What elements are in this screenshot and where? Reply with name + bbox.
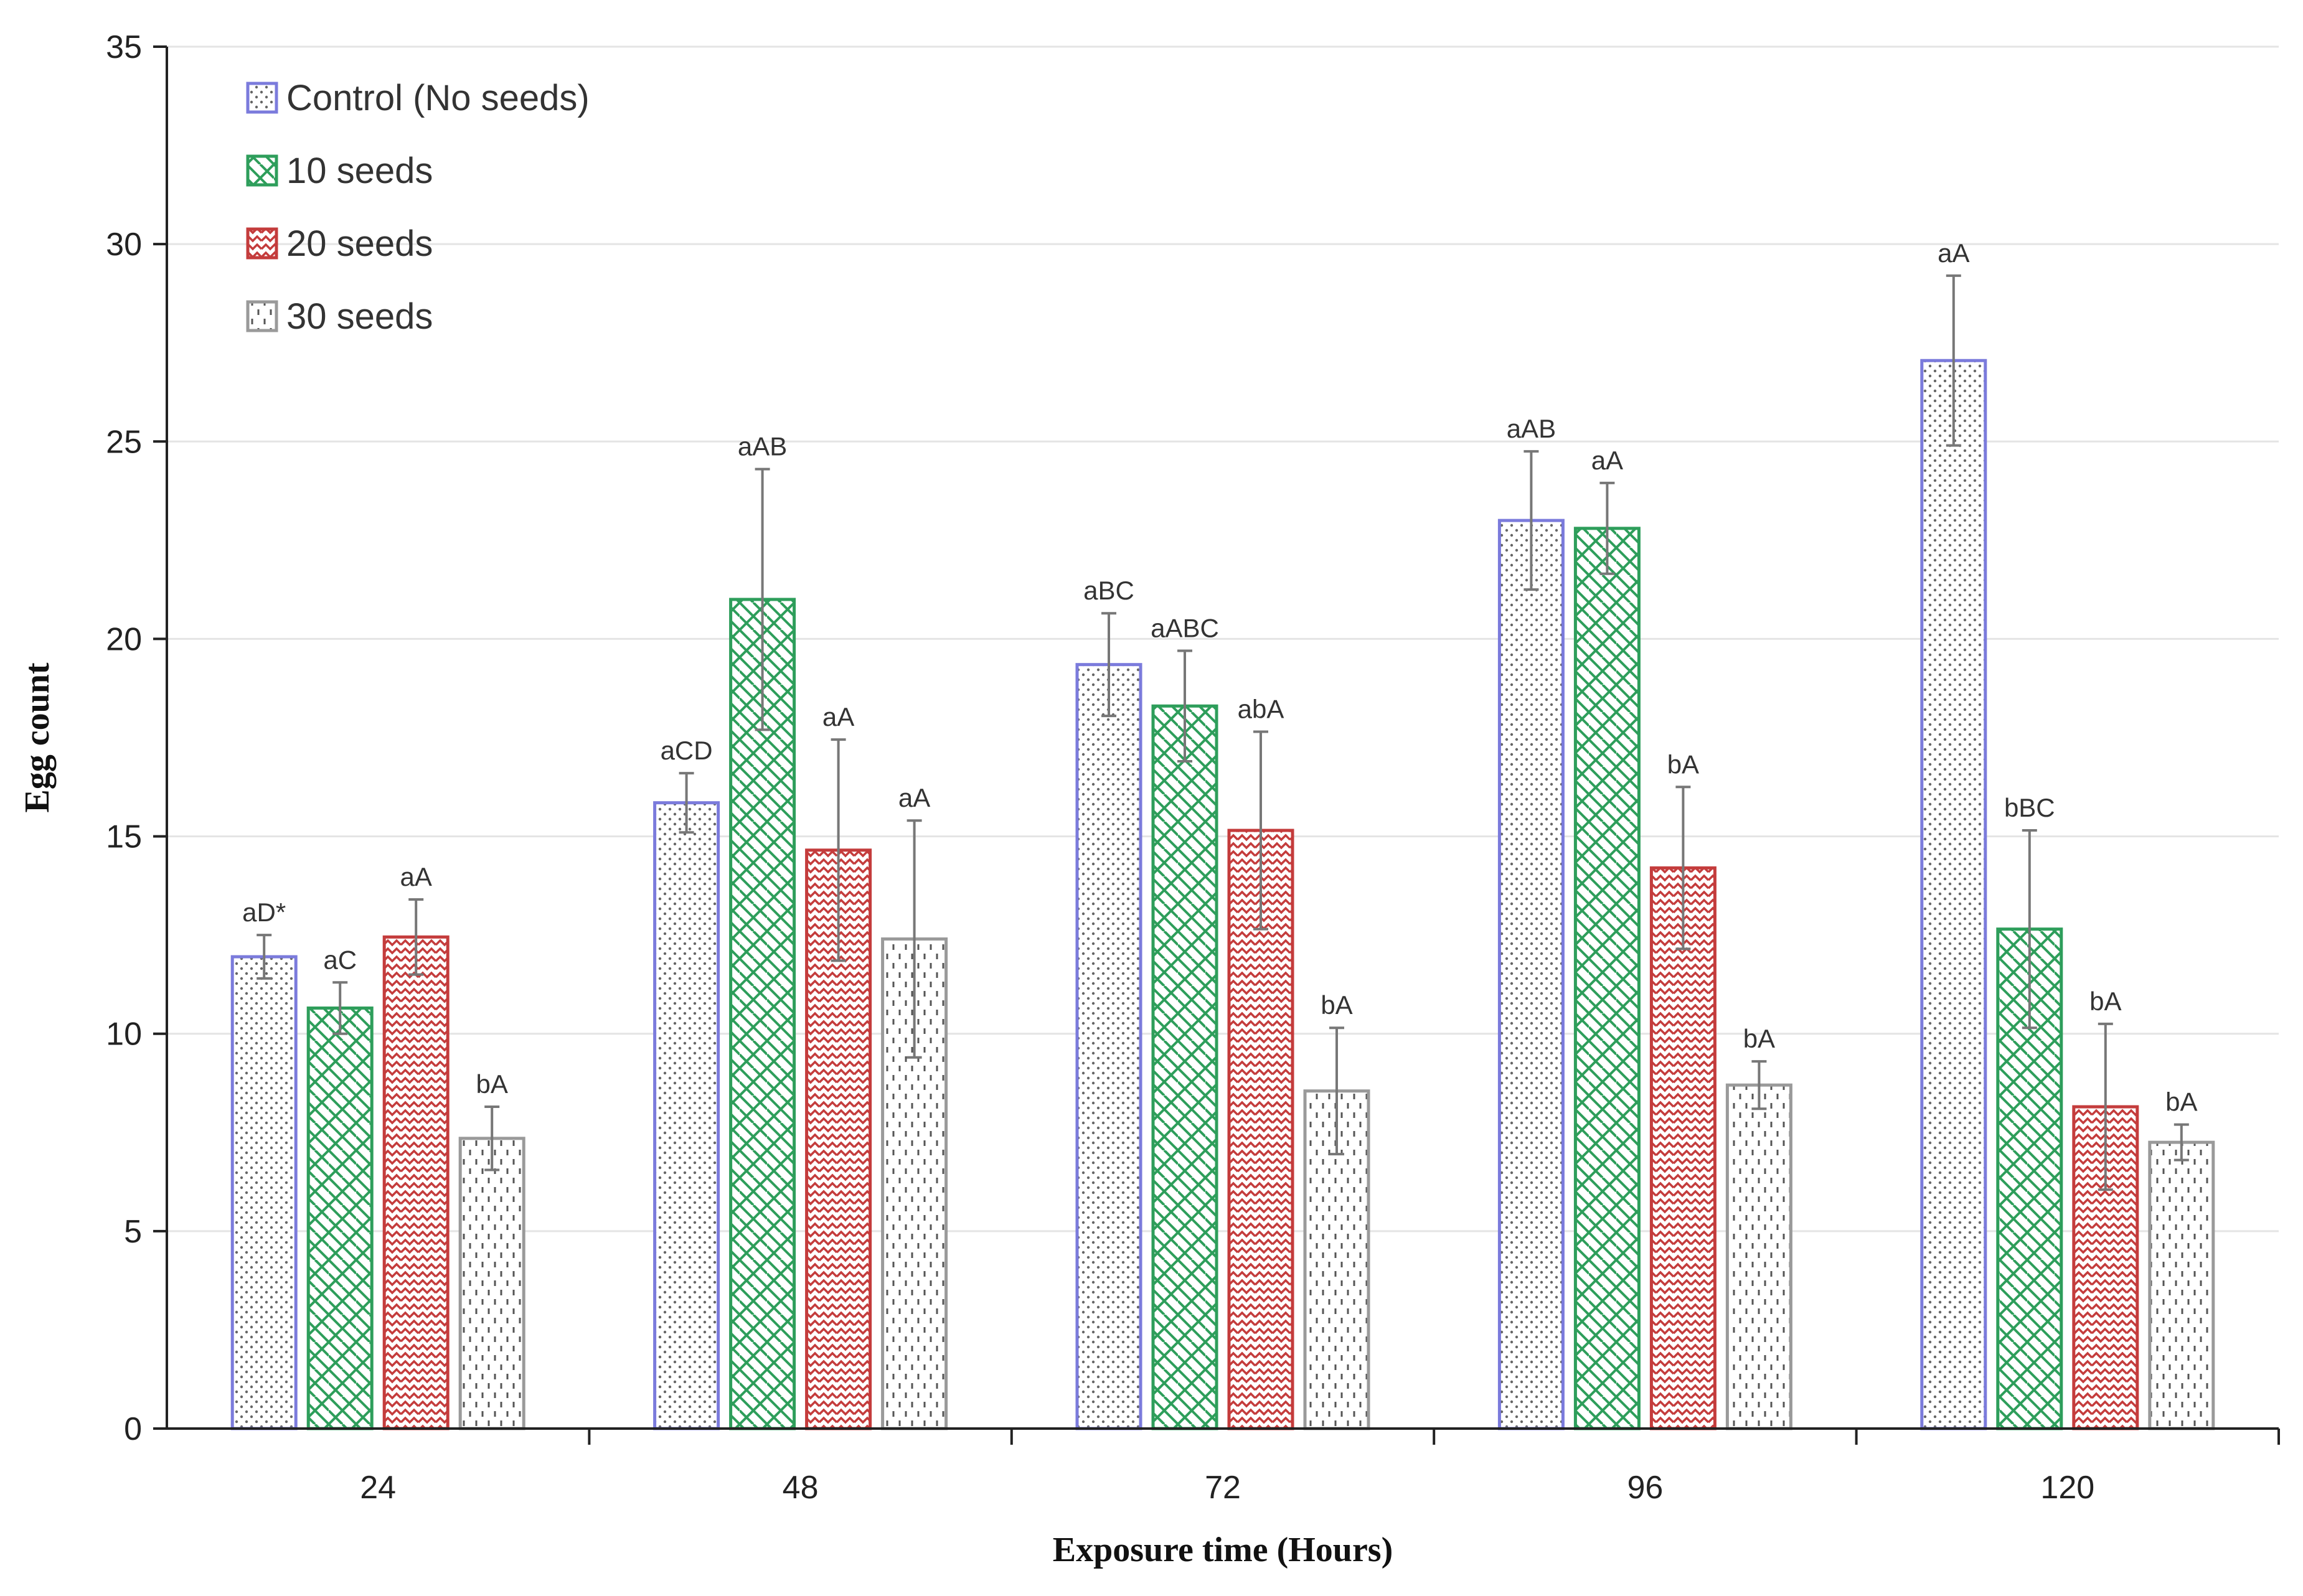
bar [2148,1140,2215,1430]
y-tick-label: 20 [106,621,142,657]
bar [306,1006,374,1430]
legend-label: 20 seeds [286,223,433,264]
significance-label: aBC [1083,576,1134,605]
legend: Control (No seeds) 10 seeds 20 seeds 30 see… [246,78,590,337]
significance-label: aAB [1507,414,1556,443]
y-tick-label: 35 [106,29,142,65]
x-tick-label: 96 [1627,1470,1663,1506]
significance-label: bA [476,1069,508,1099]
bar [1497,519,1565,1430]
bar [1725,1083,1792,1430]
y-tick-label: 15 [106,819,142,855]
significance-label: aA [898,783,930,812]
x-axis-title: Exposure time (Hours) [1053,1531,1393,1569]
significance-label: aA [400,862,432,891]
legend-label: 30 seeds [286,296,433,337]
significance-label: bA [1743,1024,1775,1053]
significance-label: aABC [1151,613,1219,642]
bar [458,1137,525,1430]
bar [1151,704,1218,1430]
legend-swatch [246,300,278,332]
legend-label: 10 seeds [286,151,433,191]
bar [1649,866,1717,1430]
y-tick-label: 5 [124,1214,142,1250]
axes [166,47,2279,1430]
y-axis-title: Egg count [18,662,57,812]
significance-label: aC [323,945,357,974]
significance-label: aAB [738,432,787,461]
y-tick-label: 25 [106,424,142,460]
legend-swatch [246,82,278,114]
legend-label: Control (No seeds) [286,78,590,118]
bars: aD* aC aA bA aCD aAB aA aA aBC aABC abA bA aAB aA bA bA… [230,238,2215,1430]
legend-swatch [246,154,278,187]
bar [1573,527,1641,1430]
significance-label: bBC [2004,793,2055,822]
y-tick-label: 10 [106,1016,142,1053]
bar [230,955,298,1430]
gridlines [167,45,2279,1232]
x-tick-label: 72 [1205,1470,1241,1506]
x-tick-label: 48 [783,1470,819,1506]
x-tick-label: 120 [2040,1470,2094,1506]
significance-label: bA [1321,990,1352,1020]
significance-label: abA [1238,694,1284,723]
significance-label: aA [1591,446,1623,475]
significance-label: bA [2089,987,2121,1016]
significance-label: aA [1938,238,1969,268]
bar [1075,663,1142,1430]
significance-label: aA [822,702,854,731]
y-tick-label: 0 [124,1411,142,1447]
x-tick-label: 24 [360,1470,396,1506]
significance-label: bA [2165,1087,2197,1117]
bar [382,935,450,1430]
legend-swatch [246,227,278,260]
tick-labels: 0 5 10 15 20 25 30 35 24 48 72 96 120 [106,29,2280,1506]
bar [653,801,720,1430]
bar [1920,359,1987,1430]
significance-label: aD* [242,898,286,927]
y-tick-label: 30 [106,227,142,263]
significance-label: bA [1667,749,1699,779]
significance-label: aCD [661,736,713,765]
